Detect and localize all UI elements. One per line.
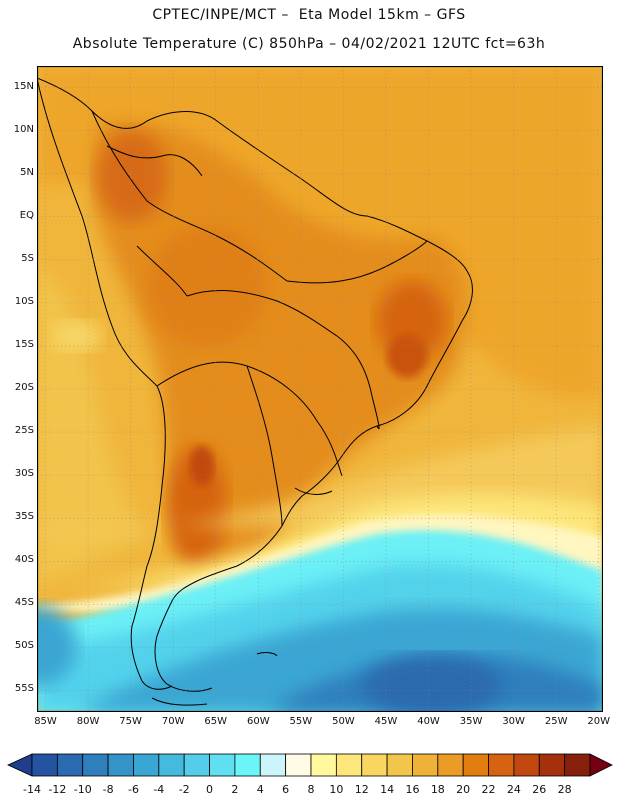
lon-label: 85W (34, 716, 57, 727)
colorbar-swatch (31, 753, 58, 777)
colorbar-min-arrow (7, 753, 33, 777)
lat-label: 40S (14, 554, 34, 566)
colorbar-tick-label: 2 (231, 783, 239, 796)
colorbar-tick-label: 8 (307, 783, 315, 796)
colorbar-swatch (437, 753, 464, 777)
colorbar-swatch (386, 753, 413, 777)
lon-label: 75W (119, 716, 142, 727)
colorbar-swatch (259, 753, 287, 777)
coastlines (37, 77, 473, 706)
temperature-map (37, 66, 603, 712)
colorbar-tick-label: 18 (430, 783, 445, 796)
lon-label: 30W (502, 716, 525, 727)
colorbar-swatch (538, 753, 566, 777)
lat-label: 50S (14, 640, 34, 652)
lat-label: 30S (14, 468, 34, 480)
colorbar-tick-label: 16 (405, 783, 420, 796)
lat-label: 10S (14, 295, 34, 307)
lat-label: 20S (14, 382, 34, 393)
colorbar-swatch (412, 753, 439, 777)
colorbar-swatch (107, 753, 134, 777)
colorbar-tick-label: -8 (102, 783, 114, 796)
lat-label: 5S (21, 252, 34, 264)
colorbar-swatch (209, 753, 236, 777)
lon-label: 20W (587, 716, 611, 727)
colorbar-tick-label: 20 (456, 783, 471, 796)
lon-label: 80W (76, 716, 100, 727)
colorbar-tick-label: 4 (256, 783, 264, 796)
lat-label: 15S (14, 338, 34, 350)
colorbar (7, 753, 613, 777)
lon-label: 60W (246, 716, 270, 727)
colorbar-swatch (183, 753, 210, 777)
lat-label: 10N (13, 123, 34, 135)
lat-label: 15N (13, 80, 34, 92)
lon-label: 50W (332, 716, 355, 727)
lon-label: 45W (374, 716, 398, 727)
colorbar-tick-label: 6 (282, 783, 290, 796)
colorbar-swatch (310, 753, 337, 777)
lat-label: 35S (14, 511, 34, 523)
colorbar-tick-label: -2 (178, 783, 190, 796)
colorbar-tick-label: -4 (153, 783, 165, 796)
colorbar-tick-label: -6 (127, 783, 139, 796)
colorbar-swatch (158, 753, 185, 777)
lat-label: 25S (14, 425, 34, 437)
lon-label: 40W (417, 716, 440, 727)
colorbar-swatch (133, 753, 160, 777)
lon-label: 70W (161, 716, 185, 727)
lon-label: 65W (204, 716, 228, 727)
colorbar-swatch (234, 753, 261, 777)
lat-label: 5N (20, 166, 34, 178)
colorbar-tick-label: 28 (557, 783, 572, 796)
colorbar-swatch (361, 753, 388, 777)
temperature-field (37, 66, 603, 712)
colorbar-tick-label: -12 (48, 783, 67, 796)
colorbar-swatch (513, 753, 540, 777)
colorbar-swatch (462, 753, 489, 777)
colorbar-tick-label: 10 (329, 783, 344, 796)
colorbar-swatch (488, 753, 515, 777)
colorbar-swatch (335, 753, 363, 777)
lat-label: 55S (14, 683, 34, 695)
colorbar-swatch (564, 753, 591, 777)
colorbar-swatch (82, 753, 109, 777)
lat-label: 45S (14, 597, 34, 609)
lat-label: EQ (19, 209, 34, 221)
title-line-2: Absolute Temperature (C) 850hPa – 04/02/… (72, 36, 546, 52)
colorbar-max-arrow (589, 753, 613, 777)
colorbar-tick-label: -14 (23, 783, 41, 796)
title-line-1: CPTEC/INPE/MCT – Eta Model 15km – GFS (152, 7, 466, 23)
colorbar-tick-label: 14 (380, 783, 395, 796)
colorbar-tick-label: -10 (73, 783, 92, 796)
lon-label: 35W (459, 716, 483, 727)
colorbar-tick-label: 24 (506, 783, 521, 796)
colorbar-swatch (56, 753, 84, 777)
colorbar-swatch (285, 753, 312, 777)
colorbar-tick-label: 12 (354, 783, 369, 796)
colorbar-tick-label: 0 (206, 783, 214, 796)
lon-label: 25W (544, 716, 568, 727)
colorbar-tick-label: 26 (532, 783, 547, 796)
lon-label: 55W (289, 716, 313, 727)
colorbar-tick-label: 22 (481, 783, 496, 796)
